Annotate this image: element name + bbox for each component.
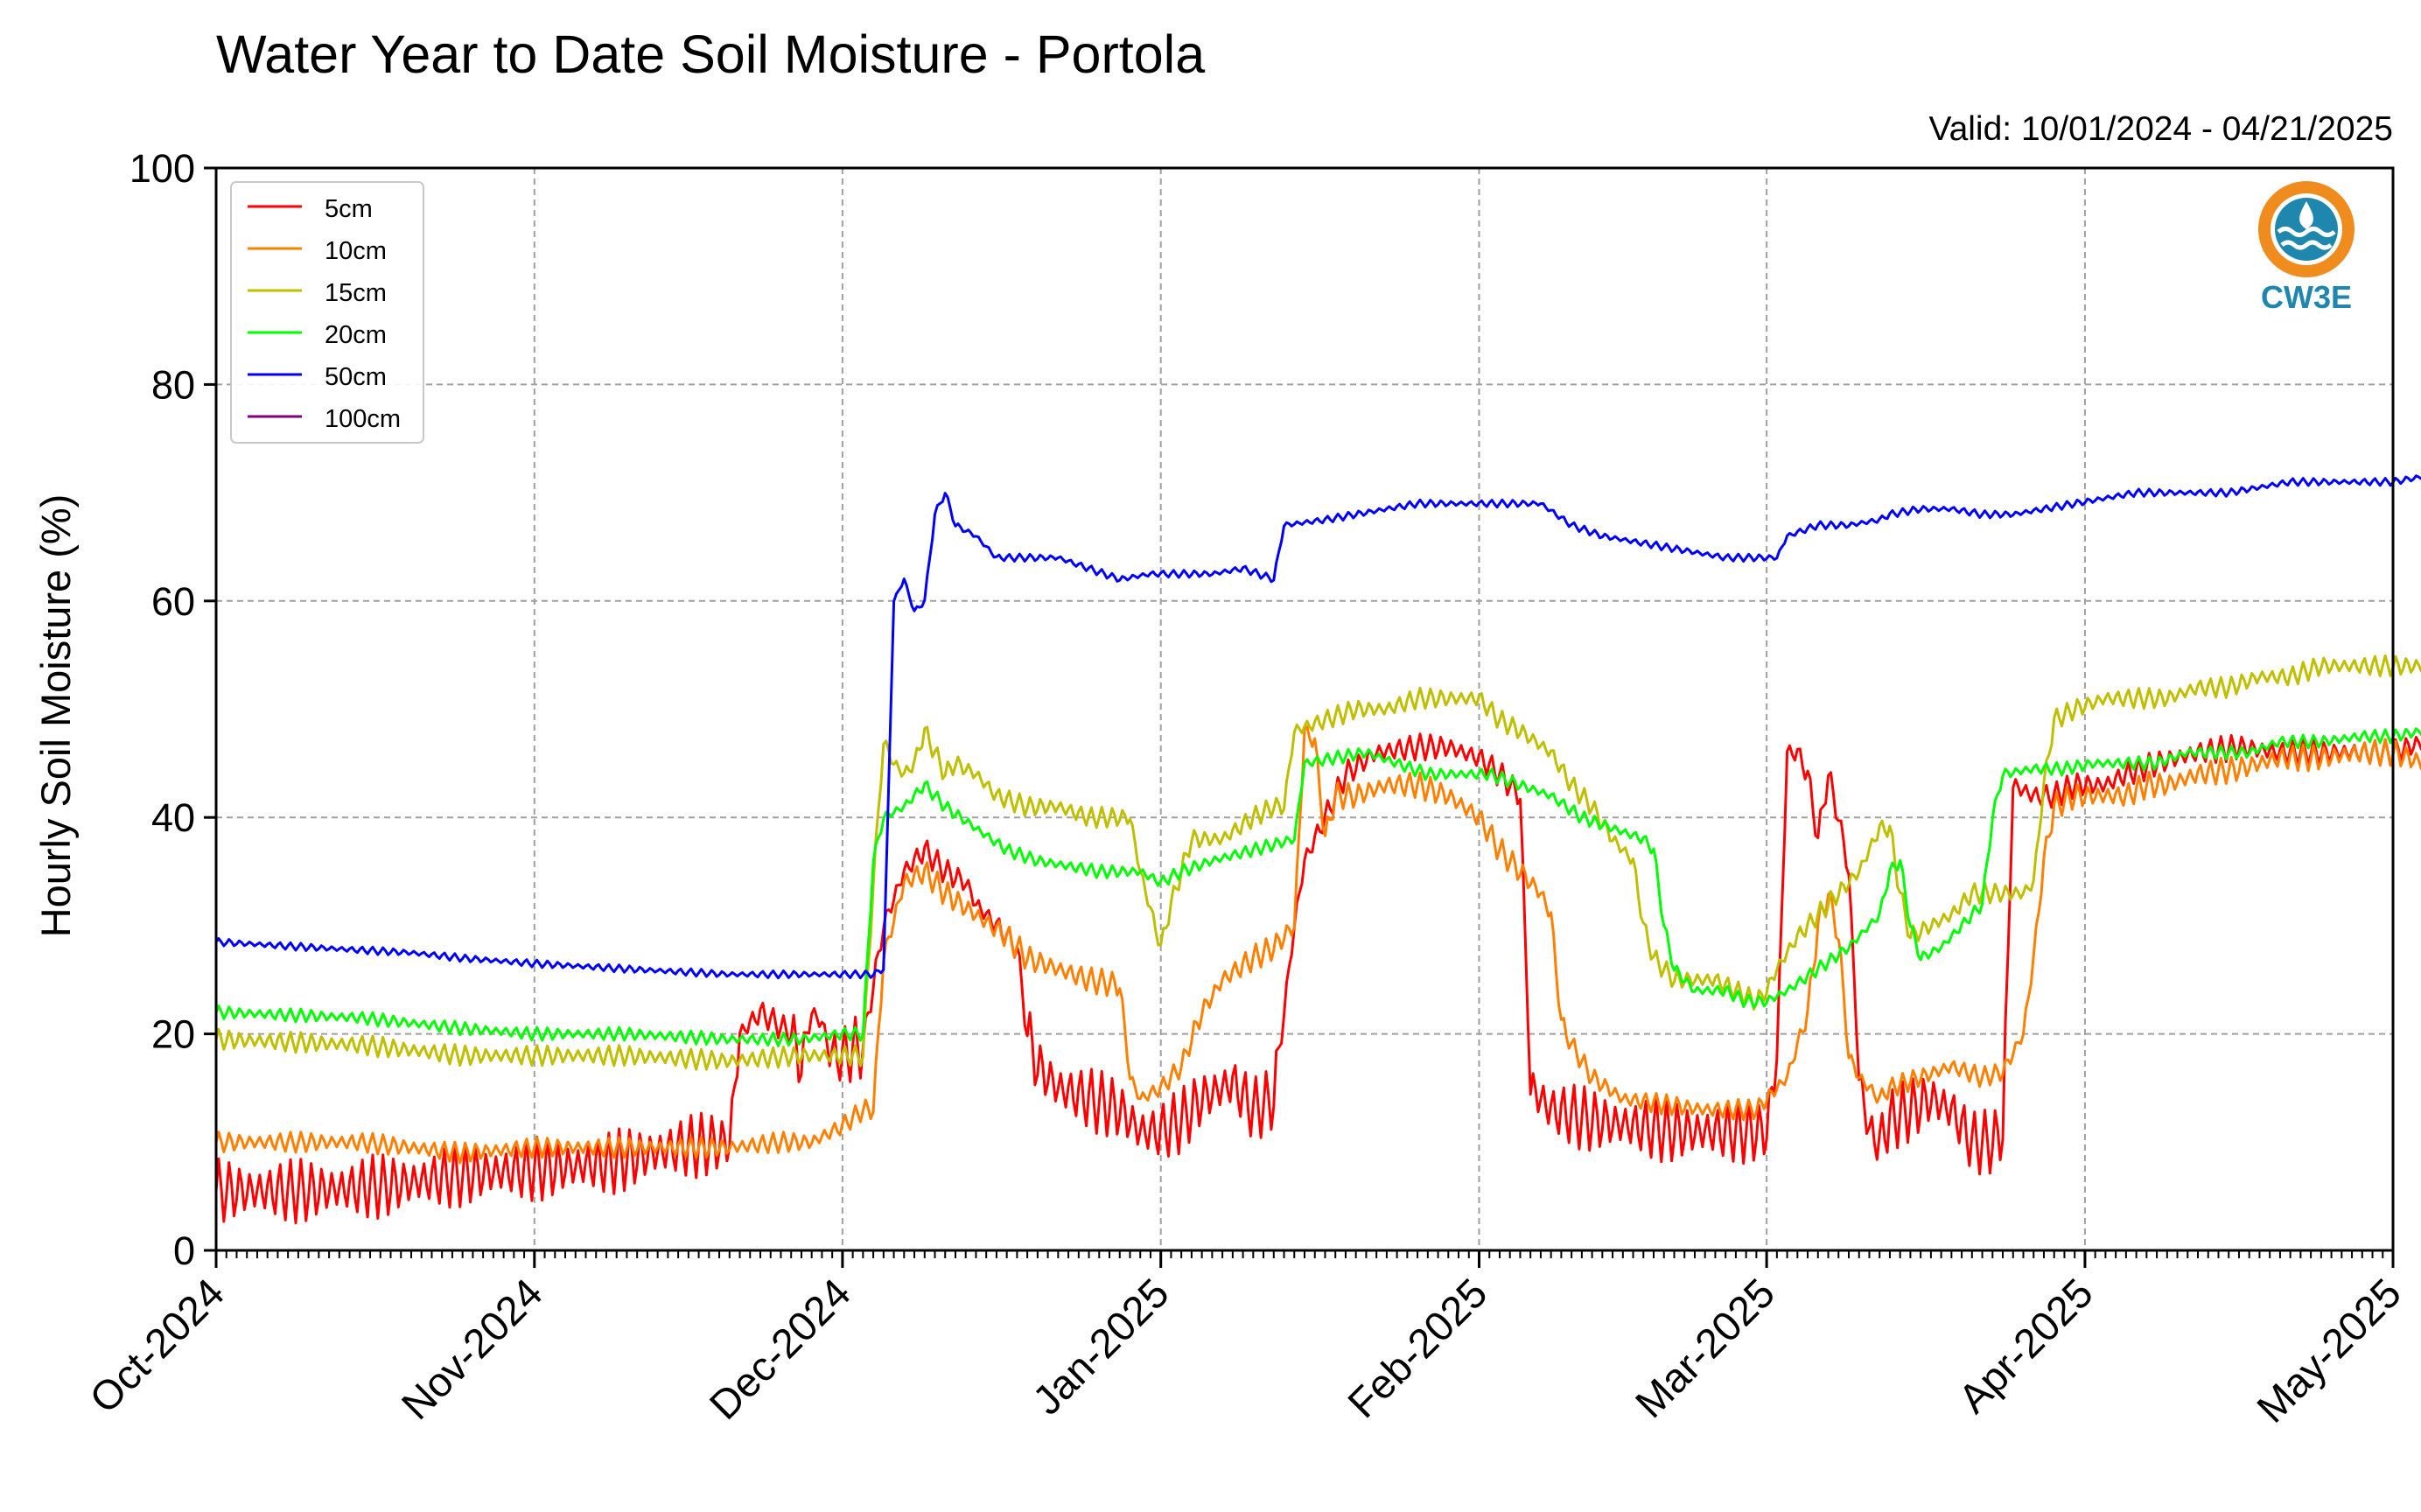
x-tick-label-Feb-2025: Feb-2025 [1339,1270,1496,1427]
x-tick-label-Mar-2025: Mar-2025 [1626,1270,1783,1427]
y-tick-label-100: 100 [129,146,195,191]
legend-entry-20cm: 20cm [248,321,387,349]
series-line-20cm [214,727,2421,1047]
y-tick-label-60: 60 [151,579,195,624]
legend-label-15cm: 15cm [325,279,387,307]
x-tick-label-Oct-2024: Oct-2024 [80,1270,233,1422]
legend-entry-15cm: 15cm [248,279,387,307]
legend-entry-10cm: 10cm [248,237,387,265]
legend-entry-5cm: 5cm [248,195,373,223]
y-tick-label-0: 0 [173,1228,195,1273]
logo-wave-bottom [2280,240,2333,250]
x-tick-label-May-2025: May-2025 [2248,1270,2410,1432]
y-tick-label-40: 40 [151,795,195,840]
x-tick-label-Nov-2024: Nov-2024 [392,1270,551,1429]
x-tick-label-Dec-2024: Dec-2024 [700,1270,859,1429]
legend-entry-50cm: 50cm [248,363,387,391]
series-line-15cm [214,654,2421,1071]
y-tick-label-20: 20 [151,1012,195,1057]
logo-text: CW3E [2261,279,2352,315]
legend-entry-100cm: 100cm [248,405,401,433]
valid-date-range: Valid: 10/01/2024 - 04/21/2025 [1928,110,2393,148]
cw3e-logo: CW3E [2258,181,2355,315]
series-line-50cm [214,474,2421,980]
legend-label-50cm: 50cm [325,363,387,391]
chart-title: Water Year to Date Soil Moisture - Porto… [216,24,1205,84]
legend-label-10cm: 10cm [325,237,387,265]
axes: 0 20 40 60 80 100 Oct-2024 Nov-2024 Dec-2024 Jan-… [80,146,2410,1432]
legend: 5cm 10cm 15cm 20cm 50cm 100cm [230,181,424,444]
y-axis-label: Hourly Soil Moisture (%) [32,494,79,938]
logo-sun-ring [2258,181,2355,277]
series-line-5cm [214,732,2421,1225]
data-series [214,474,2421,1225]
logo-wave-top [2277,227,2336,237]
legend-label-100cm: 100cm [325,405,401,433]
x-tick-label-Apr-2025: Apr-2025 [1949,1270,2102,1422]
legend-label-5cm: 5cm [325,195,373,223]
legend-label-20cm: 20cm [325,321,387,349]
series-line-10cm [214,725,2421,1165]
water-drop-sun-icon [2258,181,2355,277]
x-tick-label-Jan-2025: Jan-2025 [1024,1270,1178,1424]
logo-drop [2299,201,2313,229]
y-tick-label-80: 80 [151,362,195,407]
